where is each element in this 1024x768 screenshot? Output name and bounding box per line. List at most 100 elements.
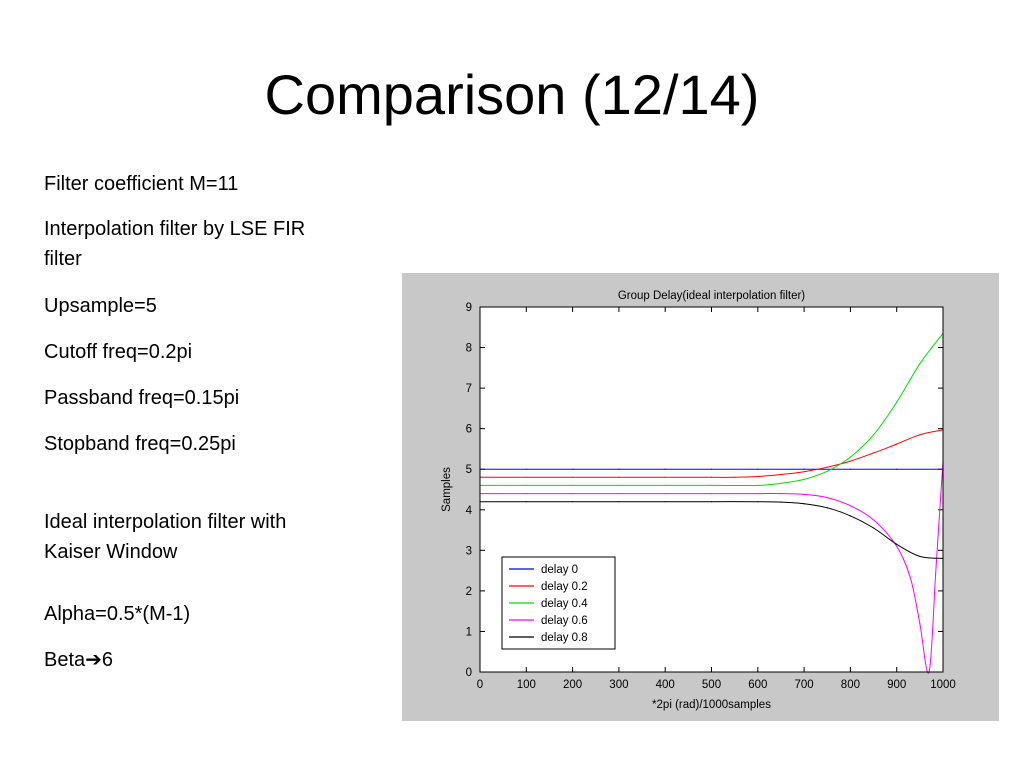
bullet-upsample: Upsample=5 bbox=[44, 295, 157, 317]
x-tick-label: 400 bbox=[656, 679, 675, 691]
data-point bbox=[826, 466, 828, 468]
bullet-passband-freq: Passband freq=0.15pi bbox=[44, 387, 240, 409]
data-point bbox=[909, 578, 912, 580]
bullet-ideal-kaiser: Ideal interpolation filter with Kaiser W… bbox=[44, 511, 287, 563]
data-point bbox=[710, 501, 713, 503]
series-delay-0 bbox=[479, 468, 944, 470]
data-point bbox=[803, 493, 805, 495]
data-point bbox=[525, 476, 527, 478]
series-delay-0-6 bbox=[479, 460, 944, 674]
data-point bbox=[919, 622, 921, 624]
data-point bbox=[803, 478, 805, 480]
y-tick-label: 2 bbox=[466, 586, 472, 598]
data-point bbox=[780, 473, 782, 476]
data-point bbox=[618, 484, 620, 487]
plot-frame bbox=[479, 306, 944, 673]
chart-title: Group Delay(ideal interpolation filter) bbox=[618, 290, 805, 302]
data-point bbox=[780, 492, 782, 495]
y-tick-label: 5 bbox=[466, 464, 472, 476]
data-point bbox=[525, 501, 527, 503]
data-point bbox=[618, 476, 620, 478]
legend-label: delay 0.6 bbox=[541, 615, 588, 627]
y-tick-label: 7 bbox=[466, 383, 472, 395]
bullet-interpolation-lse: Interpolation filter by LSE FIR filter bbox=[44, 218, 306, 270]
x-tick-label: 600 bbox=[748, 679, 767, 691]
data-point bbox=[572, 492, 574, 495]
x-tick-label: 500 bbox=[702, 679, 721, 691]
bullet-stopband-freq: Stopband freq=0.25pi bbox=[44, 433, 236, 455]
data-point bbox=[757, 492, 759, 495]
series-line bbox=[480, 429, 944, 478]
bullet-cutoff-freq: Cutoff freq=0.2pi bbox=[44, 341, 193, 363]
data-point bbox=[525, 468, 527, 470]
data-point bbox=[872, 519, 875, 521]
data-point bbox=[803, 503, 805, 505]
y-tick-label: 4 bbox=[466, 505, 473, 517]
x-tick-label: 100 bbox=[517, 679, 536, 691]
data-point bbox=[872, 452, 875, 454]
data-point bbox=[919, 434, 921, 436]
data-point bbox=[803, 468, 805, 470]
data-point bbox=[849, 456, 851, 458]
data-point bbox=[849, 505, 851, 507]
right-arrow-icon: ➔ bbox=[85, 649, 102, 671]
data-point bbox=[780, 501, 782, 503]
group-delay-chart: Group Delay(ideal interpolation filter) *… bbox=[441, 290, 956, 711]
data-point bbox=[849, 515, 851, 517]
data-point bbox=[826, 507, 828, 509]
data-point bbox=[525, 484, 527, 487]
data-point bbox=[757, 501, 759, 503]
data-point bbox=[780, 482, 782, 485]
data-point bbox=[803, 471, 805, 473]
data-point bbox=[664, 476, 666, 478]
data-point bbox=[525, 492, 527, 495]
y-tick-label: 9 bbox=[466, 302, 472, 314]
x-tick-label: 900 bbox=[887, 679, 906, 691]
data-point bbox=[896, 401, 898, 403]
series-delay-0-8 bbox=[479, 501, 944, 560]
x-tick-label: 1000 bbox=[930, 679, 956, 691]
data-point bbox=[896, 443, 898, 445]
y-tick-label: 1 bbox=[466, 626, 472, 638]
data-point bbox=[618, 492, 620, 495]
beta-value: 6 bbox=[101, 649, 114, 671]
data-point bbox=[572, 501, 574, 503]
bullet-alpha: Alpha=0.5*(M-1) bbox=[44, 603, 191, 625]
x-tick-label: 200 bbox=[563, 679, 582, 691]
data-point bbox=[896, 468, 898, 470]
legend: delay 0 delay 0.2 delay 0.4 delay 0.6 delay … bbox=[501, 556, 616, 650]
series-delay-0-2 bbox=[479, 429, 944, 478]
legend-label: delay 0 bbox=[541, 564, 578, 576]
y-axis-label: Samples bbox=[441, 467, 453, 512]
data-point bbox=[757, 468, 759, 470]
y-tick-label: 3 bbox=[466, 545, 472, 557]
x-tick-label: 300 bbox=[609, 679, 628, 691]
slide-title: Comparison (12/14) bbox=[264, 63, 760, 126]
data-point bbox=[826, 470, 828, 472]
data-point bbox=[664, 492, 666, 495]
data-point bbox=[935, 565, 937, 568]
data-point bbox=[849, 460, 851, 462]
group-delay-figure: Group Delay(ideal interpolation filter) *… bbox=[402, 273, 999, 721]
bullet-filter-coefficient: Filter coefficient M=11 bbox=[44, 173, 239, 195]
x-tick-label: 0 bbox=[477, 679, 483, 691]
data-point bbox=[872, 527, 875, 529]
data-point bbox=[618, 468, 620, 470]
data-point bbox=[572, 484, 574, 487]
data-point bbox=[664, 468, 666, 470]
beta-label: Beta bbox=[44, 649, 86, 671]
y-tick-label: 6 bbox=[466, 424, 472, 436]
data-point bbox=[664, 484, 666, 487]
y-tick-label: 8 bbox=[466, 343, 472, 355]
data-point bbox=[919, 363, 921, 365]
x-tick-label: 800 bbox=[841, 679, 860, 691]
data-point bbox=[710, 476, 713, 478]
data-point bbox=[710, 492, 713, 495]
y-tick-label: 0 bbox=[466, 667, 472, 679]
data-point bbox=[734, 476, 736, 478]
data-point bbox=[849, 468, 851, 470]
data-point bbox=[572, 468, 574, 470]
data-point bbox=[826, 497, 828, 499]
legend-label: delay 0.8 bbox=[541, 632, 588, 644]
data-point bbox=[710, 484, 713, 487]
